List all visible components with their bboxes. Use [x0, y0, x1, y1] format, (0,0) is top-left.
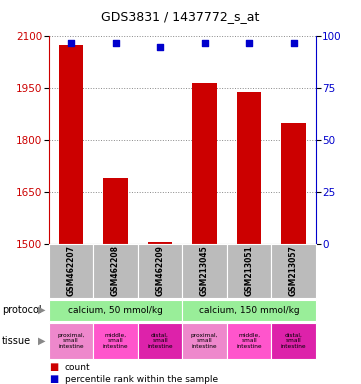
- Text: count: count: [65, 363, 91, 372]
- Bar: [49, 300, 182, 321]
- Text: GSM213057: GSM213057: [289, 245, 298, 296]
- Bar: [271, 323, 316, 359]
- Text: ▶: ▶: [38, 336, 45, 346]
- Point: [157, 44, 163, 50]
- Bar: [271, 244, 316, 298]
- Bar: [192, 83, 217, 244]
- Text: ▶: ▶: [38, 305, 45, 315]
- Text: GSM462208: GSM462208: [111, 245, 120, 296]
- Text: GSM462209: GSM462209: [156, 245, 165, 296]
- Text: distal,
small
intestine: distal, small intestine: [147, 333, 173, 349]
- Text: ■: ■: [49, 362, 58, 372]
- Text: distal,
small
intestine: distal, small intestine: [281, 333, 306, 349]
- Text: middle,
small
intestine: middle, small intestine: [236, 333, 262, 349]
- Bar: [59, 45, 83, 244]
- Text: middle,
small
intestine: middle, small intestine: [103, 333, 128, 349]
- Bar: [227, 323, 271, 359]
- Bar: [138, 244, 182, 298]
- Bar: [103, 178, 128, 244]
- Point: [246, 40, 252, 46]
- Text: GSM213051: GSM213051: [245, 245, 253, 296]
- Text: GSM213045: GSM213045: [200, 245, 209, 296]
- Bar: [227, 244, 271, 298]
- Text: calcium, 150 mmol/kg: calcium, 150 mmol/kg: [199, 306, 299, 314]
- Text: proximal,
small
intestine: proximal, small intestine: [191, 333, 218, 349]
- Bar: [93, 323, 138, 359]
- Text: GDS3831 / 1437772_s_at: GDS3831 / 1437772_s_at: [101, 10, 260, 23]
- Bar: [148, 242, 172, 244]
- Text: tissue: tissue: [2, 336, 31, 346]
- Text: GSM462207: GSM462207: [66, 245, 75, 296]
- Bar: [237, 92, 261, 244]
- Bar: [281, 123, 306, 244]
- Bar: [49, 323, 93, 359]
- Bar: [182, 300, 316, 321]
- Bar: [93, 244, 138, 298]
- Bar: [182, 323, 227, 359]
- Text: ■: ■: [49, 374, 58, 384]
- Text: percentile rank within the sample: percentile rank within the sample: [65, 374, 218, 384]
- Point: [202, 40, 208, 46]
- Point: [68, 40, 74, 46]
- Bar: [138, 323, 182, 359]
- Text: calcium, 50 mmol/kg: calcium, 50 mmol/kg: [68, 306, 163, 314]
- Point: [291, 40, 296, 46]
- Point: [113, 40, 118, 46]
- Bar: [182, 244, 227, 298]
- Text: protocol: protocol: [2, 305, 42, 315]
- Text: proximal,
small
intestine: proximal, small intestine: [57, 333, 85, 349]
- Bar: [49, 244, 93, 298]
